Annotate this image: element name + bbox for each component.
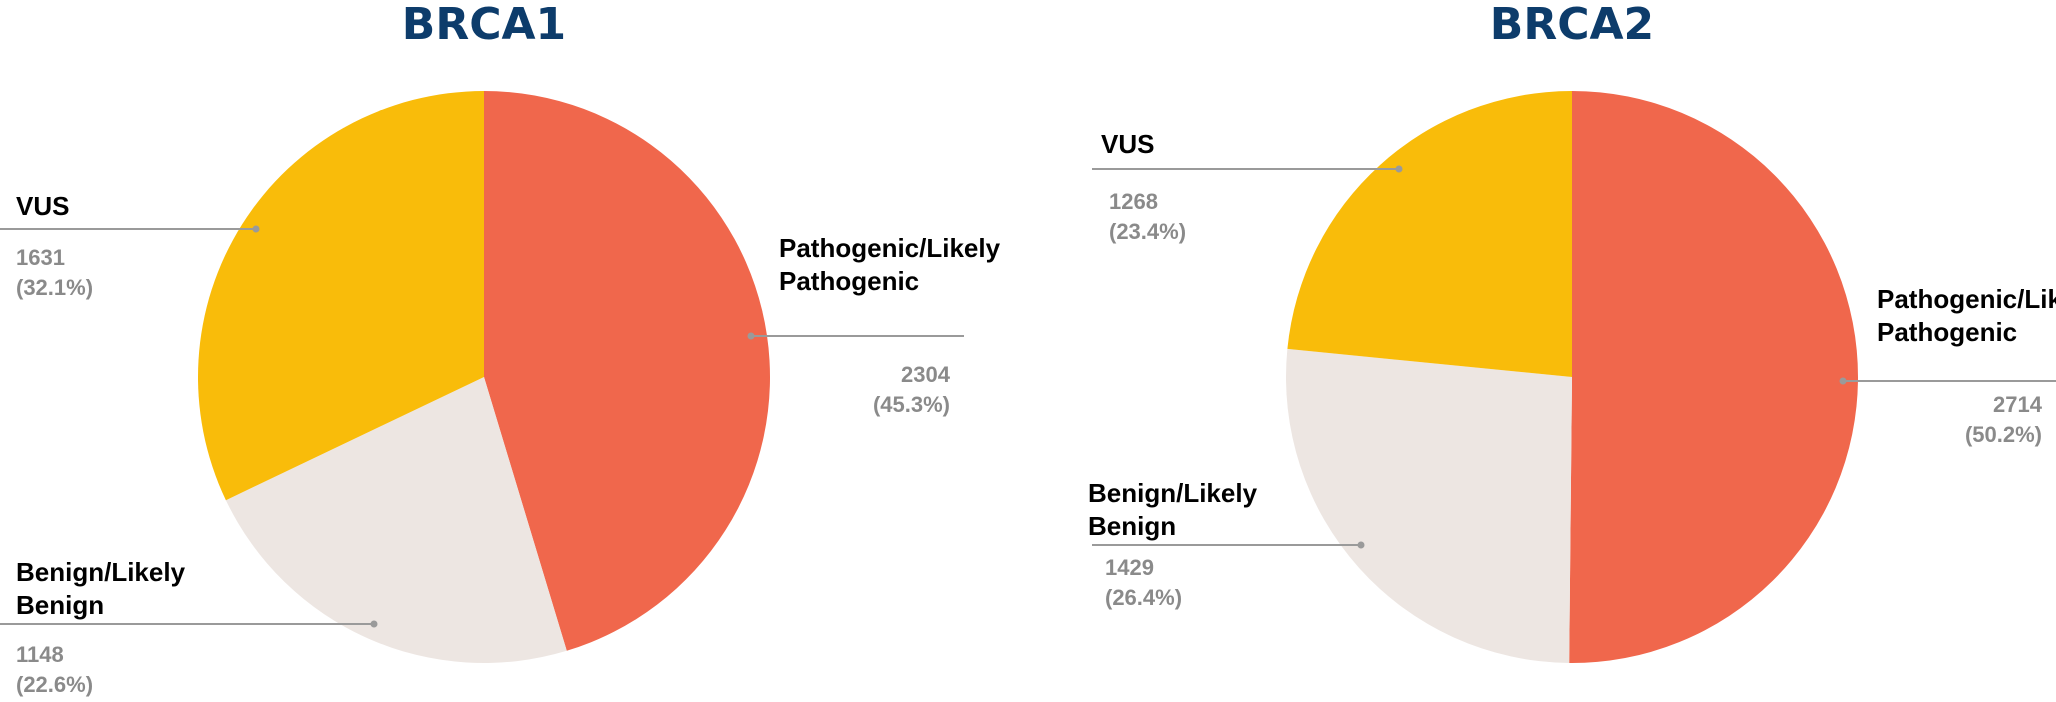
pie-slice [197, 91, 484, 501]
slice-label: VUS [1101, 129, 1155, 159]
leader-dot [1357, 541, 1365, 549]
slice-label: VUS [16, 191, 70, 221]
leader-dot [252, 225, 260, 233]
value-label: 2714 (50.2%) [1964, 392, 2042, 447]
leader-dot [370, 620, 378, 628]
slice-label: Pathogenic/Likely Pathogenic [1877, 284, 2056, 347]
value-label: 1631 (32.1%) [16, 245, 94, 300]
value-label: 1148 (22.6%) [16, 642, 94, 697]
leader-dot [747, 332, 755, 340]
pie-slice [1569, 91, 1858, 663]
value-label: 1268 (23.4%) [1109, 189, 1187, 244]
pie-slice [225, 377, 567, 663]
pie-slice [1286, 348, 1572, 663]
chart-title: BRCA1 [401, 0, 567, 50]
leader-dot [1395, 165, 1403, 173]
value-label: 1429 (26.4%) [1105, 555, 1183, 610]
slice-label: Pathogenic/Likely Pathogenic [779, 233, 1001, 296]
slice-label: Benign/Likely Benign [1088, 478, 1258, 541]
pie-slice [1287, 91, 1572, 377]
chart-title: BRCA2 [1489, 0, 1655, 50]
pie-slice [484, 91, 770, 651]
leader-dot [1839, 377, 1847, 385]
slice-label: Benign/Likely Benign [16, 557, 186, 620]
value-label: 2304 (45.3%) [872, 362, 950, 417]
